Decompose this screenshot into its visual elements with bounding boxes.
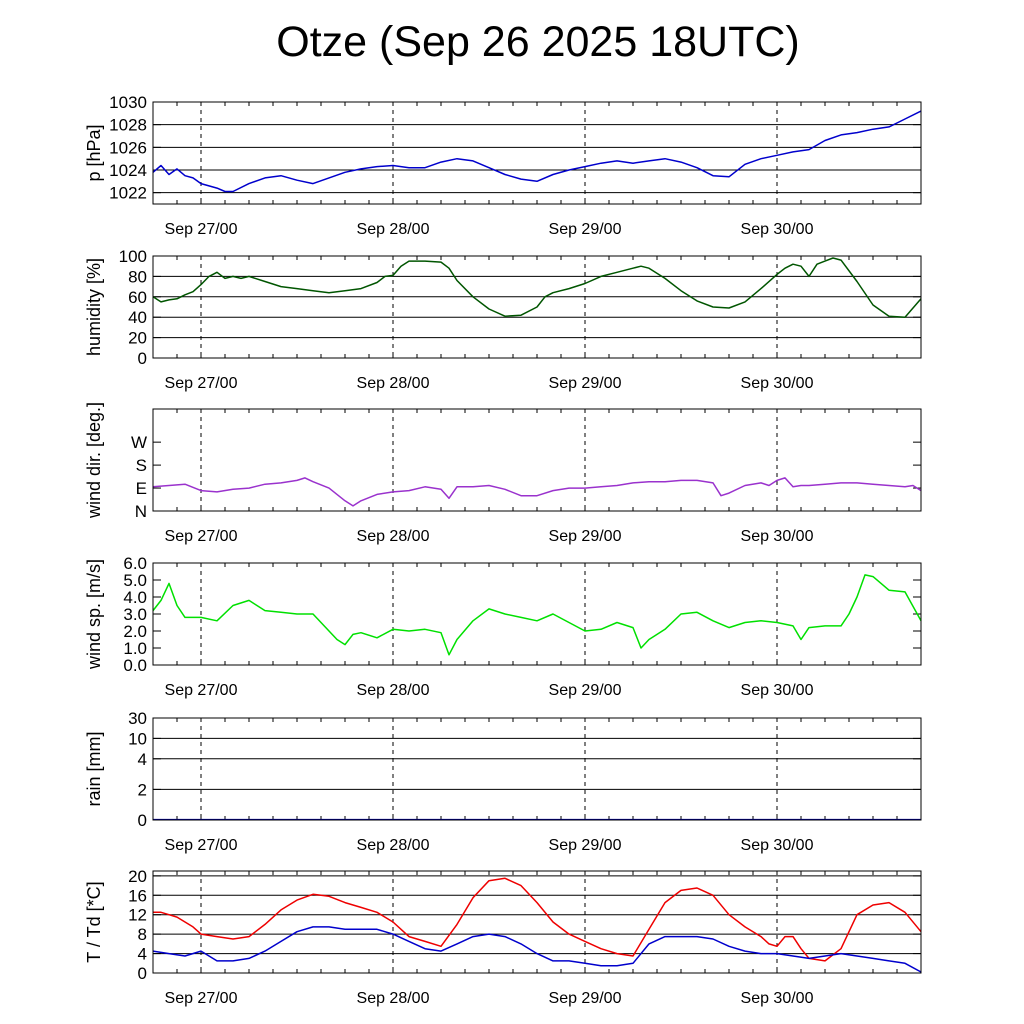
x-tick-label: Sep 30/00: [741, 375, 814, 392]
y-axis-label: p [hPa]: [84, 124, 104, 181]
x-tick-label: Sep 30/00: [741, 682, 814, 699]
y-tick-label: 12: [128, 906, 147, 925]
x-tick-label: Sep 29/00: [549, 682, 622, 699]
x-tick-label: Sep 30/00: [741, 990, 814, 1007]
x-tick-label: Sep 27/00: [165, 837, 238, 854]
y-axis-label: T / Td [*C]: [84, 881, 104, 962]
panel-frame-1: [152, 255, 922, 359]
series-line-0-0: [152, 110, 922, 193]
panel-frame-5: [152, 870, 922, 974]
series-line-5-1: [152, 926, 922, 973]
y-tick-label: 1026: [109, 138, 147, 157]
y-axis-label: rain [mm]: [84, 731, 104, 806]
y-tick-label: 30: [128, 709, 147, 728]
y-axis-label: humidity [%]: [84, 258, 104, 356]
y-tick-label: 16: [128, 886, 147, 905]
y-tick-label: 10: [128, 729, 147, 748]
x-tick-label: Sep 28/00: [357, 990, 430, 1007]
y-tick-label: 20: [128, 329, 147, 348]
y-tick-label: 1.0: [123, 639, 147, 658]
y-tick-label: 80: [128, 267, 147, 286]
y-tick-label: 1028: [109, 116, 147, 135]
x-tick-label: Sep 29/00: [549, 990, 622, 1007]
x-tick-label: Sep 29/00: [549, 837, 622, 854]
y-tick-label: E: [136, 479, 147, 498]
panel-frame-2: [152, 408, 922, 512]
y-tick-label: 6.0: [123, 554, 147, 573]
x-tick-label: Sep 28/00: [357, 837, 430, 854]
x-tick-label: Sep 29/00: [549, 221, 622, 238]
y-tick-label: 1022: [109, 184, 147, 203]
series-line-5-0: [153, 877, 922, 962]
y-tick-label: S: [136, 456, 147, 475]
x-tick-label: Sep 30/00: [741, 221, 814, 238]
y-tick-label: 0: [138, 349, 147, 368]
series-line-1-0: [152, 257, 922, 318]
series-line-3-0: [152, 574, 922, 656]
y-tick-label: 3.0: [123, 605, 147, 624]
x-tick-label: Sep 29/00: [549, 375, 622, 392]
y-tick-label: W: [131, 433, 147, 452]
x-tick-label: Sep 27/00: [165, 528, 238, 545]
x-tick-label: Sep 30/00: [741, 528, 814, 545]
y-tick-label: 4: [138, 945, 147, 964]
series-line-2-0: [152, 477, 922, 507]
y-tick-label: 0: [138, 811, 147, 830]
y-tick-label: 8: [138, 925, 147, 944]
y-tick-label: 2: [138, 780, 147, 799]
y-tick-label: 5.0: [123, 571, 147, 590]
x-tick-label: Sep 28/00: [357, 221, 430, 238]
y-tick-label: 4.0: [123, 588, 147, 607]
y-tick-label: 4: [138, 750, 147, 769]
y-axis-label: wind sp. [m/s]: [84, 559, 104, 670]
y-tick-label: 100: [119, 247, 147, 266]
panel-frame-3: [152, 562, 922, 666]
x-tick-label: Sep 28/00: [357, 375, 430, 392]
y-tick-label: 1024: [109, 161, 147, 180]
x-tick-label: Sep 28/00: [357, 528, 430, 545]
x-tick-label: Sep 29/00: [549, 528, 622, 545]
y-axis-label: wind dir. [deg.]: [84, 402, 104, 519]
y-tick-label: 20: [128, 867, 147, 886]
x-tick-label: Sep 27/00: [165, 375, 238, 392]
chart-title: Otze (Sep 26 2025 18UTC): [276, 18, 800, 66]
y-tick-label: 40: [128, 308, 147, 327]
y-tick-label: 2.0: [123, 622, 147, 641]
panel-frame-0: [152, 101, 922, 205]
y-tick-label: 0: [138, 964, 147, 983]
x-tick-label: Sep 27/00: [165, 221, 238, 238]
y-tick-label: 0.0: [123, 656, 147, 675]
x-tick-label: Sep 27/00: [165, 682, 238, 699]
panel-frame-4: [152, 717, 922, 821]
x-tick-label: Sep 27/00: [165, 990, 238, 1007]
y-tick-label: 1030: [109, 93, 147, 112]
y-tick-label: N: [135, 502, 147, 521]
x-tick-label: Sep 30/00: [741, 837, 814, 854]
x-tick-label: Sep 28/00: [357, 682, 430, 699]
y-tick-label: 60: [128, 288, 147, 307]
